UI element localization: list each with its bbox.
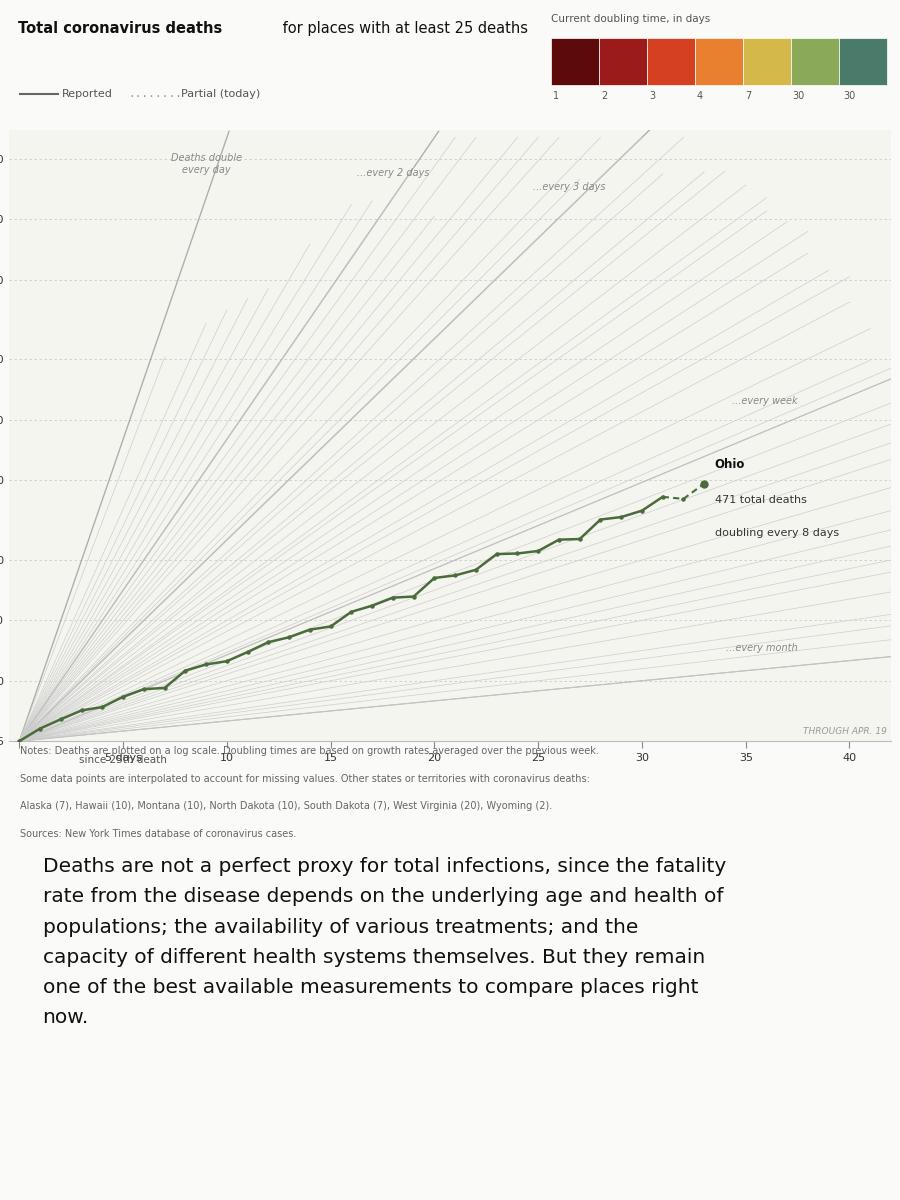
Bar xyxy=(647,38,695,85)
Bar xyxy=(599,38,647,85)
Text: Current doubling time, in days: Current doubling time, in days xyxy=(552,14,711,24)
Text: Reported: Reported xyxy=(62,89,112,100)
Text: ...every week: ...every week xyxy=(732,396,797,406)
Text: since 25th death: since 25th death xyxy=(79,755,167,766)
Text: for places with at least 25 deaths: for places with at least 25 deaths xyxy=(278,22,528,36)
Text: ...every 3 days: ...every 3 days xyxy=(533,182,606,192)
Text: ........: ........ xyxy=(128,89,182,100)
Bar xyxy=(552,38,599,85)
Text: 3: 3 xyxy=(649,91,655,101)
Text: 1: 1 xyxy=(554,91,559,101)
Text: Some data points are interpolated to account for missing values. Other states or: Some data points are interpolated to acc… xyxy=(20,774,590,784)
Text: 7: 7 xyxy=(744,91,751,101)
Text: THROUGH APR. 19: THROUGH APR. 19 xyxy=(803,727,886,736)
Text: 4: 4 xyxy=(697,91,703,101)
Text: 471 total deaths: 471 total deaths xyxy=(715,494,806,505)
Text: Total coronavirus deaths: Total coronavirus deaths xyxy=(18,22,222,36)
Bar xyxy=(695,38,742,85)
Text: Ohio: Ohio xyxy=(715,458,745,472)
Text: Deaths double
every day: Deaths double every day xyxy=(171,154,242,175)
Text: ...every month: ...every month xyxy=(726,643,797,654)
Text: 2: 2 xyxy=(601,91,608,101)
Bar xyxy=(839,38,886,85)
Text: doubling every 8 days: doubling every 8 days xyxy=(715,528,839,538)
Text: Partial (today): Partial (today) xyxy=(181,89,260,100)
Text: Notes: Deaths are plotted on a log scale. Doubling times are based on growth rat: Notes: Deaths are plotted on a log scale… xyxy=(20,746,598,756)
Text: Deaths are not a perfect proxy for total infections, since the fatality
rate fro: Deaths are not a perfect proxy for total… xyxy=(42,857,725,1027)
Text: 30: 30 xyxy=(793,91,805,101)
Text: ...every 2 days: ...every 2 days xyxy=(356,168,429,179)
Text: Alaska (7), Hawaii (10), Montana (10), North Dakota (10), South Dakota (7), West: Alaska (7), Hawaii (10), Montana (10), N… xyxy=(20,802,552,811)
Text: Sources: New York Times database of coronavirus cases.: Sources: New York Times database of coro… xyxy=(20,829,296,839)
Bar xyxy=(742,38,791,85)
Bar xyxy=(791,38,839,85)
Text: 30: 30 xyxy=(843,91,855,101)
